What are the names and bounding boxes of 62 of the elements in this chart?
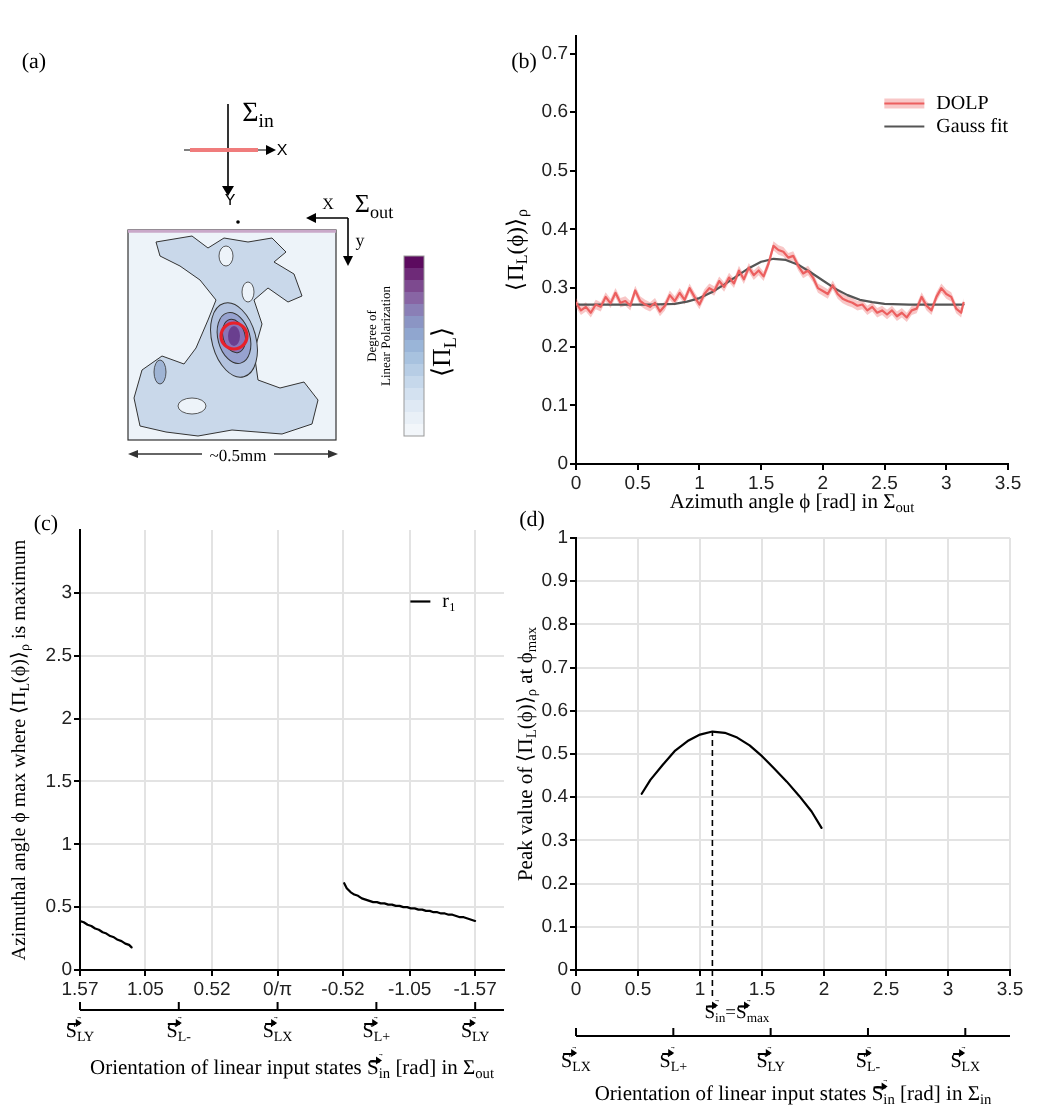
y-tick-label: 0.2 bbox=[541, 335, 568, 358]
x-tick-label: 2.5 bbox=[872, 978, 900, 1001]
y-tick-label: 0 bbox=[61, 959, 72, 982]
x-tick-label: 0/π bbox=[263, 978, 293, 1001]
y-tick-label: 2.5 bbox=[45, 644, 72, 667]
y-tick-label: 0.7 bbox=[541, 42, 568, 65]
y-tick-label: 0.5 bbox=[541, 160, 568, 183]
y-tick-label: 2 bbox=[61, 707, 72, 730]
x-axis-title: Azimuth angle ϕ [rad] in Σ$_{out}$ bbox=[669, 492, 915, 517]
y-tick-label: 0.6 bbox=[541, 700, 568, 723]
text: (a) bbox=[21, 49, 47, 75]
text: X bbox=[322, 195, 334, 215]
y-tick-label: 0.9 bbox=[541, 570, 568, 593]
legend-label: DOLP bbox=[936, 92, 990, 115]
chart-title: (c) bbox=[33, 511, 59, 537]
y-tick-label: 0.6 bbox=[541, 101, 568, 124]
x-tick-label: 0.52 bbox=[193, 978, 231, 1001]
x-tick-label: 0.5 bbox=[624, 472, 651, 495]
y-tick-label: 0.5 bbox=[541, 743, 568, 766]
text: y bbox=[355, 230, 365, 252]
x-tick-label: 1.57 bbox=[61, 978, 99, 1001]
text: Y bbox=[224, 191, 236, 211]
x-tick-label: 1.05 bbox=[126, 978, 164, 1001]
y-tick-label: 0.2 bbox=[541, 872, 568, 895]
y-tick-label: 0.4 bbox=[541, 786, 568, 809]
y-tick-label: 0.1 bbox=[541, 916, 568, 939]
x-tick-label: 2.5 bbox=[871, 472, 898, 495]
y-tick-label: 0.3 bbox=[541, 277, 568, 300]
x-tick-label: -0.52 bbox=[321, 978, 365, 1001]
x-tick-label: 3.5 bbox=[994, 472, 1022, 495]
x-tick-label: 1.5 bbox=[747, 472, 775, 495]
text: (b) bbox=[511, 49, 537, 75]
y-tick-label: 0 bbox=[557, 959, 568, 982]
y-tick-label: 0.5 bbox=[45, 896, 72, 919]
x-tick-label: 1 bbox=[694, 472, 705, 495]
text: Σ$_{in}$ bbox=[242, 98, 274, 133]
x-tick-label: -1.05 bbox=[387, 978, 432, 1001]
text: ~0.5mm bbox=[209, 444, 267, 466]
x-tick-label: 3 bbox=[940, 472, 952, 495]
x-tick-label: 0.5 bbox=[624, 978, 652, 1001]
y-tick-label: 0.8 bbox=[541, 613, 568, 636]
y-tick-label: 3 bbox=[61, 582, 72, 605]
x-tick-label: 1.5 bbox=[748, 978, 776, 1001]
chart-title: (d) bbox=[519, 507, 545, 533]
text: X bbox=[276, 141, 288, 161]
y-tick-label: 0 bbox=[557, 453, 568, 476]
y-tick-label: 1 bbox=[557, 527, 568, 550]
y-tick-label: 0.3 bbox=[541, 829, 568, 852]
legend-label: r₁ bbox=[442, 590, 457, 613]
legend-label: Gauss fit bbox=[936, 115, 1009, 138]
x-tick-label: 1 bbox=[694, 978, 706, 1001]
x-tick-label: -1.57 bbox=[453, 978, 497, 1001]
y-tick-label: 1 bbox=[61, 833, 72, 856]
x-tick-label: 2 bbox=[818, 978, 830, 1001]
y-tick-label: 1.5 bbox=[45, 770, 72, 793]
x-tick-label: 3 bbox=[942, 978, 954, 1001]
text: Σ$_{out}$ bbox=[354, 187, 394, 222]
y-tick-label: 0.7 bbox=[541, 656, 568, 679]
y-tick-label: 0.1 bbox=[541, 394, 568, 417]
x-tick-label: 3.5 bbox=[996, 978, 1024, 1001]
x-tick-label: 2 bbox=[817, 472, 829, 495]
y-tick-label: 0.4 bbox=[541, 218, 568, 241]
